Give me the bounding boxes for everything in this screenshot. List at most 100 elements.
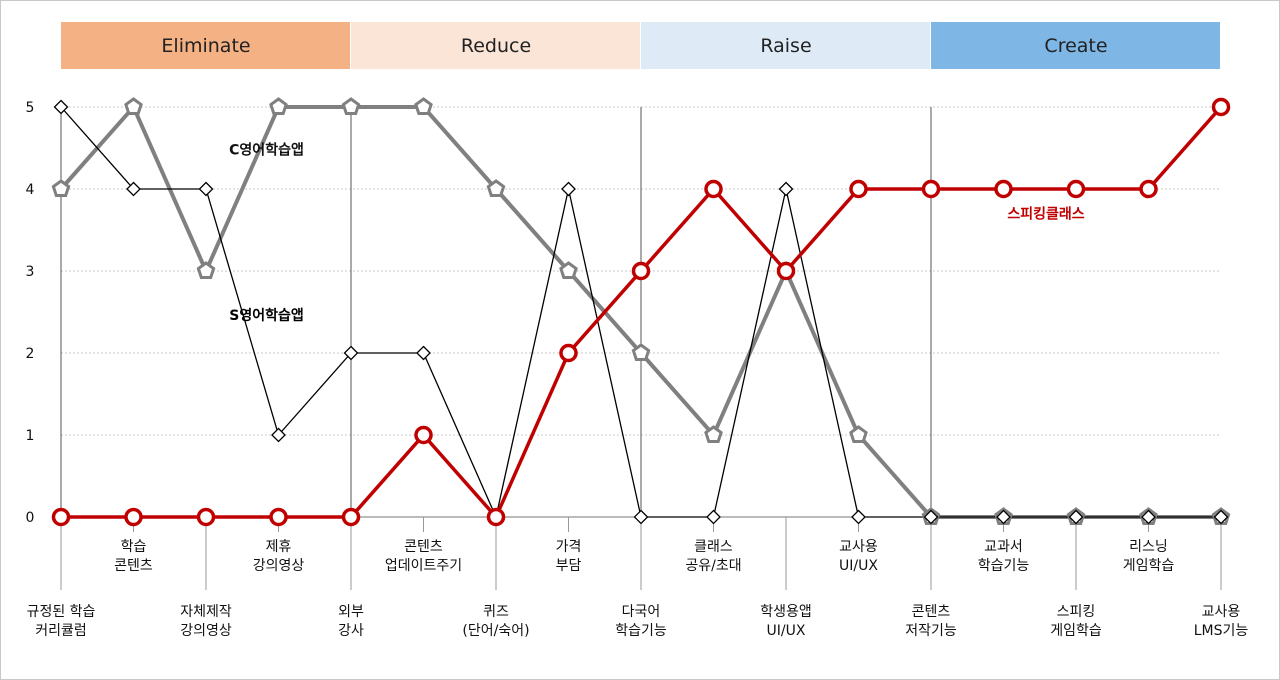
series-markers — [51, 97, 1231, 527]
circle-marker-5 — [414, 425, 433, 445]
x-category-label-line: 퀴즈 — [483, 604, 509, 620]
pentagon-marker-4 — [341, 97, 361, 115]
x-category-label-line: 자체제작 — [180, 604, 232, 620]
x-category-label-line: 리스닝 — [1129, 539, 1168, 555]
pentagon-marker-2 — [196, 261, 216, 279]
x-category-label-line: UI/UX — [839, 558, 878, 574]
pentagon-marker-1 — [124, 97, 143, 115]
pentagon-marker-9 — [704, 425, 723, 443]
circle-marker-15 — [1139, 179, 1158, 199]
x-category-label-line: 스피킹 — [1057, 604, 1096, 620]
band-1 — [351, 22, 640, 69]
pentagon-marker-7 — [559, 261, 578, 279]
circle-marker-16 — [1211, 97, 1231, 117]
pentagon-marker-8 — [631, 343, 651, 361]
circle-marker-11 — [849, 179, 868, 199]
x-category-label-11: 교사용 UI/UX — [839, 539, 878, 574]
y-tick-label-0: 0 — [26, 510, 35, 526]
diamond-marker-14 — [1068, 509, 1084, 525]
band-0 — [61, 22, 350, 69]
x-category-label-line: 제휴 — [266, 539, 292, 555]
circle-marker-10 — [776, 261, 796, 281]
circle-marker-2 — [196, 507, 216, 527]
diamond-marker-4 — [343, 345, 359, 361]
band-label-1: Reduce — [461, 35, 531, 57]
circle-marker-14 — [1066, 179, 1086, 199]
band-label-3: Create — [1044, 35, 1107, 57]
pentagon-marker-5 — [414, 97, 433, 115]
x-category-label-line: UI/UX — [767, 623, 806, 639]
diamond-marker-16 — [1213, 509, 1229, 525]
diamond-marker-7 — [561, 181, 576, 197]
band-label-2: Raise — [760, 35, 811, 57]
x-category-label-line: 콘텐츠 — [114, 558, 153, 574]
x-category-label-line: 다국어 — [622, 604, 661, 620]
x-category-label-line: 커리큘럼 — [35, 623, 87, 639]
x-category-label-line: 강의영상 — [180, 623, 232, 639]
x-category-label-line: 콘텐츠 — [404, 539, 443, 555]
band-label-0: Eliminate — [161, 35, 250, 57]
x-category-label-line: 교과서 — [984, 539, 1023, 555]
x-category-label-line: 게임학습 — [1123, 558, 1175, 574]
diamond-marker-8 — [633, 509, 649, 525]
series-label-0: S영어학습앱 — [229, 307, 303, 324]
circle-marker-7 — [559, 343, 578, 363]
x-category-label-line: 학생용앱 — [760, 604, 812, 620]
y-tick-label-5: 5 — [26, 100, 35, 116]
pentagon-marker-6 — [486, 179, 506, 197]
diamond-marker-2 — [198, 181, 214, 197]
band-2 — [641, 22, 930, 69]
x-category-label-line: 부담 — [556, 558, 582, 574]
diamond-marker-0 — [53, 99, 69, 115]
circle-marker-1 — [124, 507, 143, 527]
x-category-label-line: 클래스 — [694, 539, 733, 555]
x-category-label-6: 퀴즈 (단어/숙어) — [462, 604, 529, 639]
circle-marker-6 — [486, 507, 506, 527]
diamond-marker-3 — [271, 427, 286, 443]
pentagon-marker-3 — [269, 97, 288, 115]
circle-marker-8 — [631, 261, 651, 281]
pentagon-marker-11 — [849, 425, 868, 443]
x-category-label-line: LMS기능 — [1194, 623, 1249, 639]
x-category-label-5: 콘텐츠 업데이트주기 — [385, 539, 462, 574]
x-category-label-line: 공유/초대 — [685, 558, 741, 574]
circle-marker-9 — [704, 179, 723, 199]
x-category-label-line: 교사용 — [1202, 604, 1241, 620]
series-label-2: 스피킹클래스 — [1007, 206, 1084, 223]
diamond-marker-5 — [416, 345, 431, 361]
x-category-label-line: 교사용 — [839, 539, 878, 555]
x-category-label-line: 외부 — [338, 604, 364, 620]
x-category-label-line: 학습 — [121, 539, 147, 555]
x-category-label-line: 학습기능 — [615, 623, 667, 639]
circle-marker-0 — [51, 507, 71, 527]
diamond-marker-11 — [851, 509, 866, 525]
y-tick-label-1: 1 — [26, 428, 35, 444]
x-category-label-line: 가격 — [556, 539, 582, 555]
x-category-label-line: (단어/숙어) — [462, 623, 529, 639]
diamond-marker-12 — [923, 509, 939, 525]
diamond-marker-10 — [778, 181, 794, 197]
x-category-label-line: 콘텐츠 — [912, 604, 951, 620]
x-category-label-10: 학생용앱 UI/UX — [760, 604, 812, 639]
y-axis: 0 1 2 3 4 5 — [26, 100, 35, 526]
x-category-label-line: 저작기능 — [905, 623, 957, 639]
x-category-label-line: 학습기능 — [978, 558, 1030, 574]
x-category-label-16: 교사용 LMS기능 — [1194, 604, 1249, 639]
diamond-marker-1 — [126, 181, 141, 197]
pentagon-marker-0 — [51, 179, 71, 197]
band-header: Eliminate Reduce Raise Create — [61, 22, 1220, 69]
circle-marker-3 — [269, 507, 288, 527]
band-3 — [931, 22, 1220, 69]
y-tick-label-2: 2 — [26, 346, 35, 362]
circle-marker-13 — [994, 179, 1013, 199]
x-category-label-line: 규정된 학습 — [27, 604, 96, 620]
